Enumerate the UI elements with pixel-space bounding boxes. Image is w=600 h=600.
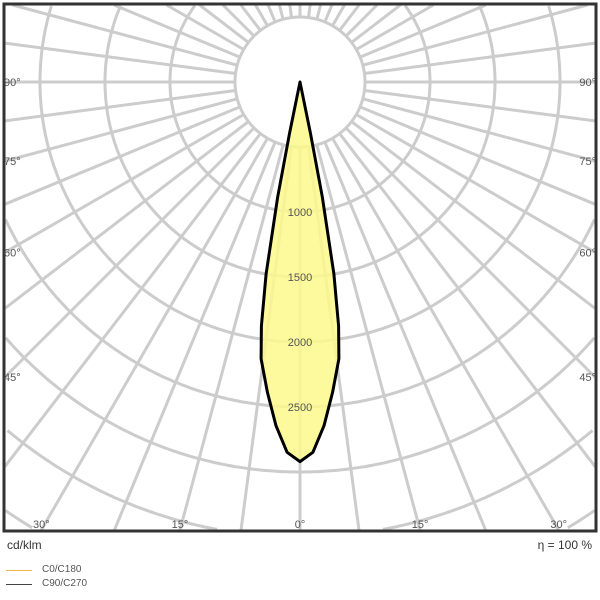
legend-label-c90: C90/C270 xyxy=(42,578,88,589)
grid-spoke xyxy=(331,4,346,27)
grid-spoke xyxy=(362,3,588,67)
grid-spoke xyxy=(4,105,241,206)
radial-tick-label: 2000 xyxy=(288,337,312,349)
grid-spoke xyxy=(323,4,334,23)
grid-spoke xyxy=(306,4,312,18)
angle-tick-label: 45° xyxy=(579,372,596,384)
grid-spoke xyxy=(344,3,379,38)
legend-swatch-c90 xyxy=(6,583,32,585)
grid-spoke xyxy=(355,3,435,51)
unit-label: cd/klm xyxy=(7,538,42,552)
grid-spoke xyxy=(364,41,596,76)
grid-spoke xyxy=(315,144,422,531)
grid-circle xyxy=(4,509,596,529)
grid-spoke xyxy=(4,97,238,163)
intensity-curve-c90 xyxy=(259,80,341,464)
grid-spoke xyxy=(4,113,245,254)
grid-spoke xyxy=(364,88,596,123)
intensity-curves xyxy=(259,80,341,464)
grid-spoke xyxy=(362,97,596,163)
angle-tick-label: 15° xyxy=(412,519,429,531)
grid-spoke xyxy=(4,88,236,123)
grid-spoke xyxy=(3,126,256,379)
grid-spoke xyxy=(165,3,245,51)
angle-tick-label: 90° xyxy=(4,77,21,89)
angle-tick-label: 30° xyxy=(33,519,50,531)
angle-tick-label: 60° xyxy=(579,247,596,259)
angle-tick-label: 90° xyxy=(579,77,596,89)
angle-tick-label: 45° xyxy=(4,372,21,384)
grid-spoke xyxy=(331,137,560,531)
grid-spoke xyxy=(266,4,277,23)
grid-spoke xyxy=(315,4,323,20)
grid-circle xyxy=(6,429,594,531)
angle-tick-label: 15° xyxy=(172,519,189,531)
angle-tick-label: 30° xyxy=(550,519,567,531)
grid-spoke xyxy=(338,132,597,468)
grid-spoke xyxy=(350,3,402,44)
angle-tick-label: 75° xyxy=(4,156,21,168)
chart-frame xyxy=(2,2,598,533)
legend-item-c0: C0/C180 xyxy=(6,564,81,576)
grid-spoke xyxy=(338,4,361,32)
legend-swatch-c0 xyxy=(6,569,32,571)
angle-tick-label: 0° xyxy=(295,519,306,531)
grid-spoke xyxy=(277,4,285,20)
grid-spoke xyxy=(254,4,269,27)
grid-spoke xyxy=(359,3,487,59)
legend-item-c90: C90/C270 xyxy=(6,578,87,590)
angle-tick-label: 75° xyxy=(579,156,596,168)
angle-tick-label: 60° xyxy=(4,247,21,259)
grid-spoke xyxy=(359,105,596,206)
grid-spoke xyxy=(355,113,596,254)
grid-spoke xyxy=(178,144,285,531)
angle-tick-labels: 90° 90° 75° 75° 60° 60° 45° 45° 30° 30° 15° 15° 0° xyxy=(4,77,596,531)
grid-spoke xyxy=(40,137,269,531)
grid-spoke xyxy=(344,126,597,379)
grid-spoke xyxy=(350,120,596,310)
radial-tick-label: 1000 xyxy=(288,207,312,219)
grid-spoke xyxy=(288,4,294,18)
grid-spoke xyxy=(221,3,256,38)
grid-spoke xyxy=(239,4,262,32)
grid-spoke xyxy=(198,3,250,44)
grid-spoke xyxy=(3,132,262,468)
grid-spoke xyxy=(113,141,277,531)
efficiency-label: η = 100 % xyxy=(537,538,592,552)
grid-circle xyxy=(103,5,497,279)
grid-spoke xyxy=(113,3,241,59)
grid-spoke xyxy=(4,120,250,310)
radial-tick-labels: 1000 1500 2000 2500 xyxy=(288,207,312,414)
grid-spoke xyxy=(323,141,487,531)
grid-spoke xyxy=(12,3,238,67)
grid-spoke xyxy=(4,41,236,76)
legend-label-c0: C0/C180 xyxy=(42,564,82,575)
radial-tick-label: 2500 xyxy=(288,402,312,414)
radial-tick-label: 1500 xyxy=(288,272,312,284)
